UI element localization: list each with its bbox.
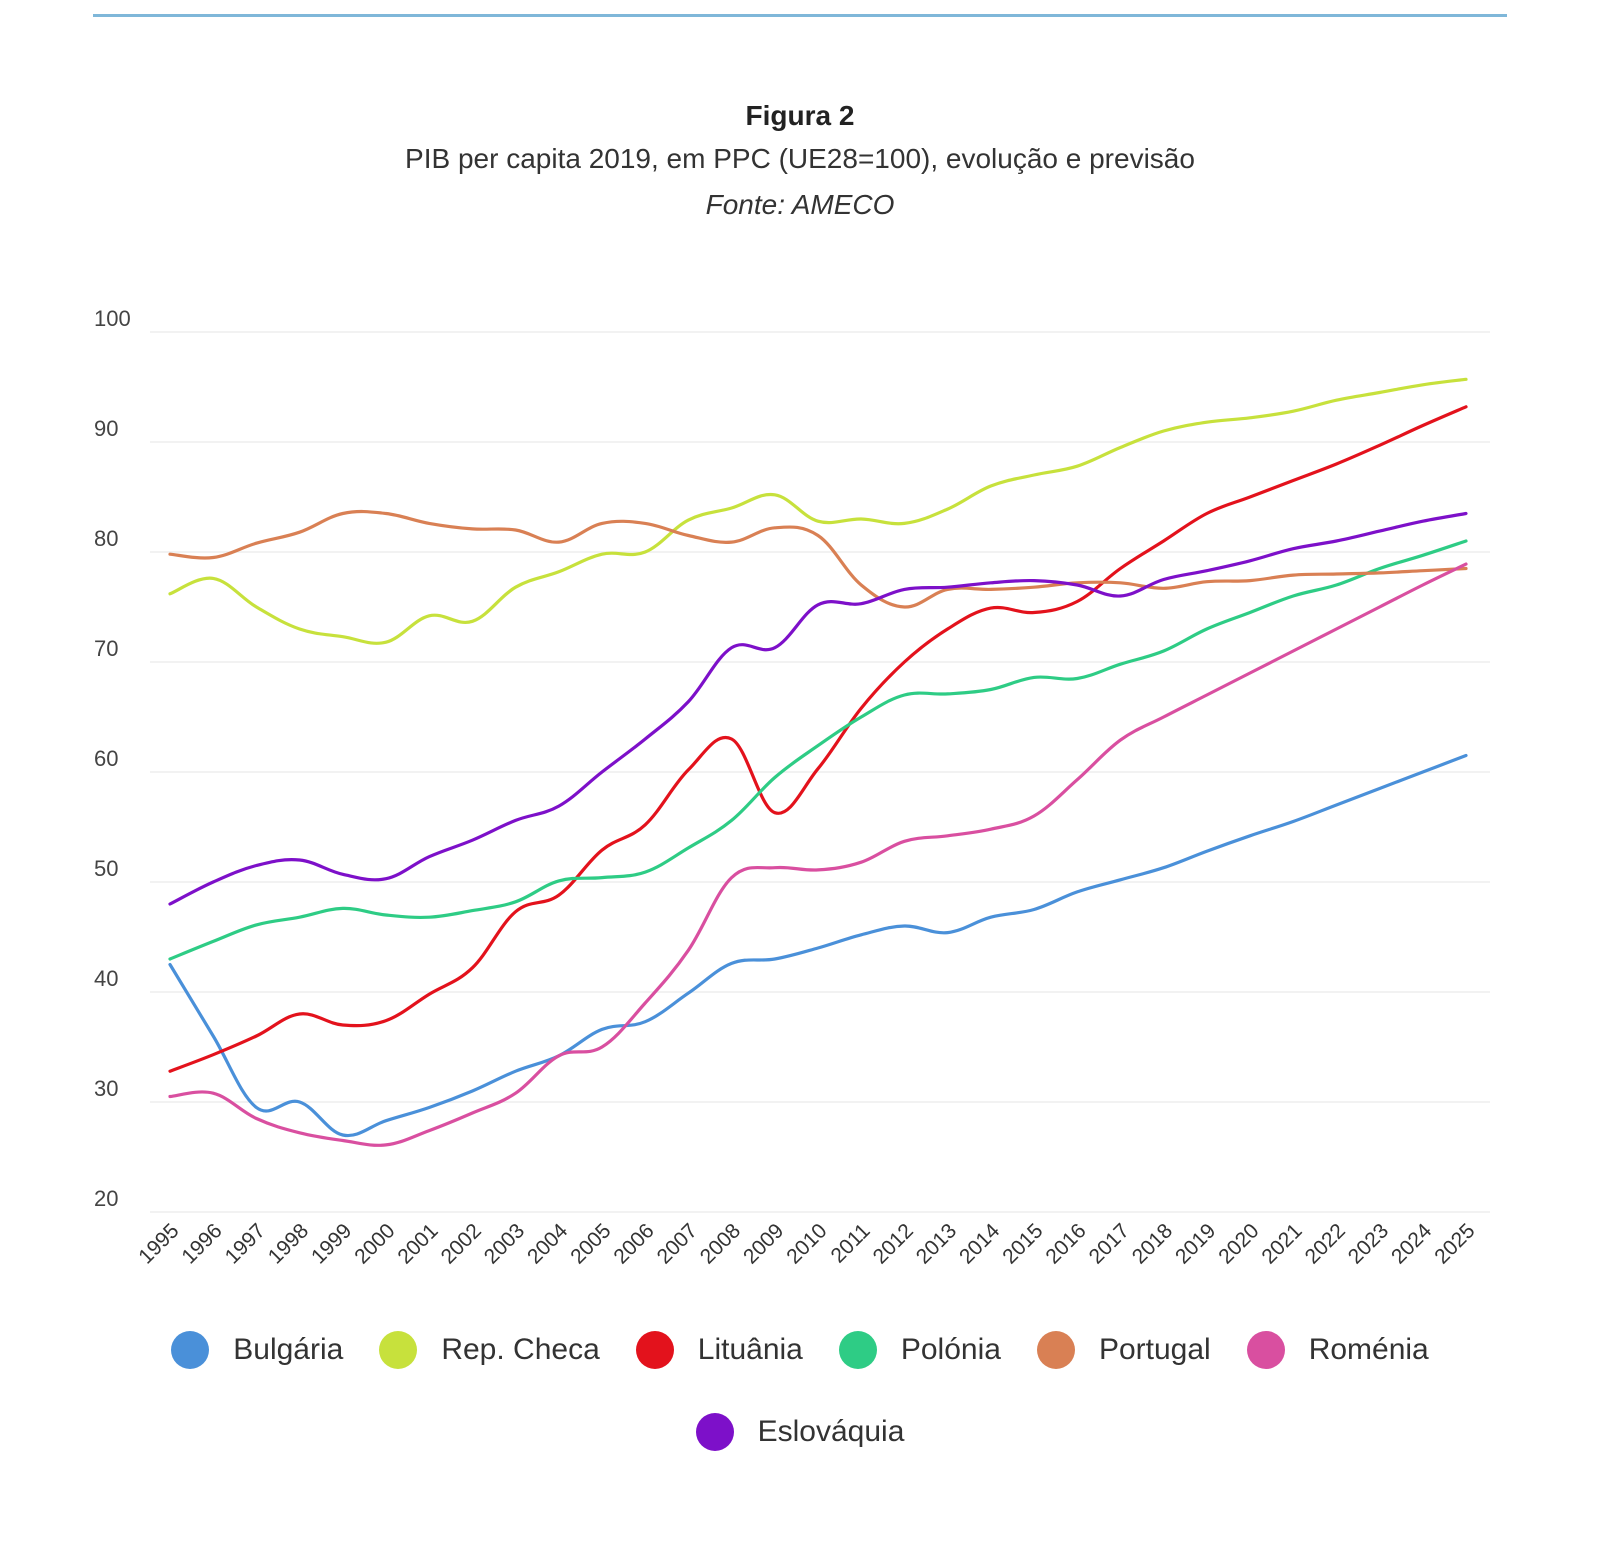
x-tick-label: 2016 xyxy=(1041,1219,1090,1268)
legend-item[interactable]: Bulgária xyxy=(171,1328,343,1372)
x-tick-label: 1997 xyxy=(221,1219,270,1268)
x-tick-label: 2022 xyxy=(1301,1219,1350,1268)
legend-swatch-icon xyxy=(1246,1331,1285,1369)
x-tick-label: 2021 xyxy=(1257,1219,1306,1268)
legend-label: Eslováquia xyxy=(757,1415,905,1448)
legend-item[interactable]: Rep. Checa xyxy=(379,1328,600,1372)
gridlines xyxy=(150,331,1490,1213)
series-line-1 xyxy=(168,377,1468,645)
legend-label: Polónia xyxy=(900,1333,1001,1366)
x-tick-label: 2009 xyxy=(739,1219,788,1268)
legend-swatch-icon xyxy=(635,1331,674,1369)
x-tick-label: 2015 xyxy=(998,1219,1047,1268)
legend-label: Rep. Checa xyxy=(441,1333,600,1366)
x-tick-label: 2010 xyxy=(782,1219,831,1268)
x-tick-label: 2007 xyxy=(653,1219,702,1268)
x-tick-label: 2024 xyxy=(1387,1219,1437,1269)
y-tick-label: 80 xyxy=(94,526,118,551)
chart-legend: Bulgária Rep. Checa Lituânia Polónia Portuga… xyxy=(140,1328,1460,1454)
y-tick-label: 50 xyxy=(94,856,118,881)
legend-swatch-icon xyxy=(379,1331,418,1369)
legend-swatch-icon xyxy=(838,1331,877,1369)
series-line-6 xyxy=(168,511,1468,906)
x-tick-label: 2005 xyxy=(566,1219,615,1268)
chart-header: Figura 2 PIB per capita 2019, em PPC (UE… xyxy=(0,96,1600,228)
x-tick-label: 2020 xyxy=(1214,1219,1263,1268)
figure-title: Figura 2 xyxy=(745,100,855,131)
legend-swatch-icon xyxy=(695,1413,734,1451)
x-tick-label: 2011 xyxy=(827,1219,875,1267)
figure-subtitle: PIB per capita 2019, em PPC (UE28=100), … xyxy=(405,143,1195,174)
x-tick-label: 2023 xyxy=(1344,1219,1393,1268)
x-tick-label: 2012 xyxy=(869,1219,918,1268)
legend-item[interactable]: Portugal xyxy=(1036,1328,1211,1372)
x-tick-label: 2018 xyxy=(1128,1219,1177,1268)
legend-swatch-icon xyxy=(1036,1331,1075,1369)
top-divider-rule xyxy=(93,14,1507,17)
y-tick-label: 20 xyxy=(94,1186,118,1211)
series-line-4 xyxy=(168,509,1468,609)
x-tick-label: 2004 xyxy=(523,1219,573,1269)
y-tick-label: 60 xyxy=(94,746,118,771)
x-tick-label: 2013 xyxy=(912,1219,961,1268)
x-tick-label: 1996 xyxy=(177,1219,226,1268)
y-axis-ticks: 20 30 40 50 60 70 80 90 100 xyxy=(94,306,131,1211)
x-axis-ticks: 1995199619971998199920002001200220032004… xyxy=(134,1219,1479,1269)
y-tick-label: 40 xyxy=(94,966,118,991)
x-tick-label: 2000 xyxy=(350,1219,399,1268)
figure-source: Fonte: AMECO xyxy=(705,189,895,220)
series-line-3 xyxy=(168,539,1468,961)
legend-item[interactable]: Lituânia xyxy=(635,1328,803,1372)
x-tick-label: 1999 xyxy=(307,1219,356,1268)
x-tick-label: 2025 xyxy=(1430,1219,1479,1268)
x-tick-label: 2006 xyxy=(609,1219,658,1268)
y-tick-label: 70 xyxy=(94,636,118,661)
legend-label: Portugal xyxy=(1098,1333,1211,1366)
y-tick-label: 100 xyxy=(94,306,131,331)
x-tick-label: 2019 xyxy=(1171,1219,1220,1268)
y-tick-label: 90 xyxy=(94,416,118,441)
legend-item[interactable]: Roménia xyxy=(1246,1328,1429,1372)
x-tick-label: 2017 xyxy=(1085,1219,1134,1268)
series-lines xyxy=(168,377,1468,1147)
legend-label: Roménia xyxy=(1308,1333,1429,1366)
x-tick-label: 1998 xyxy=(264,1219,313,1268)
series-line-5 xyxy=(168,562,1468,1147)
x-tick-label: 1995 xyxy=(134,1219,183,1268)
x-tick-label: 2014 xyxy=(955,1219,1005,1269)
legend-label: Lituânia xyxy=(697,1333,803,1366)
legend-label: Bulgária xyxy=(233,1333,344,1366)
x-tick-label: 2002 xyxy=(437,1219,486,1268)
line-chart: 20 30 40 50 60 70 80 90 100 19951996199719981999… xyxy=(94,306,1490,1269)
legend-item[interactable]: Eslováquia xyxy=(695,1410,905,1454)
y-tick-label: 30 xyxy=(94,1076,118,1101)
series-line-2 xyxy=(168,405,1468,1073)
legend-swatch-icon xyxy=(171,1331,210,1369)
legend-item[interactable]: Polónia xyxy=(838,1328,1001,1372)
series-line-0 xyxy=(168,753,1468,1138)
x-tick-label: 2008 xyxy=(696,1219,745,1268)
x-tick-label: 2003 xyxy=(480,1219,529,1268)
x-tick-label: 2001 xyxy=(393,1219,442,1268)
